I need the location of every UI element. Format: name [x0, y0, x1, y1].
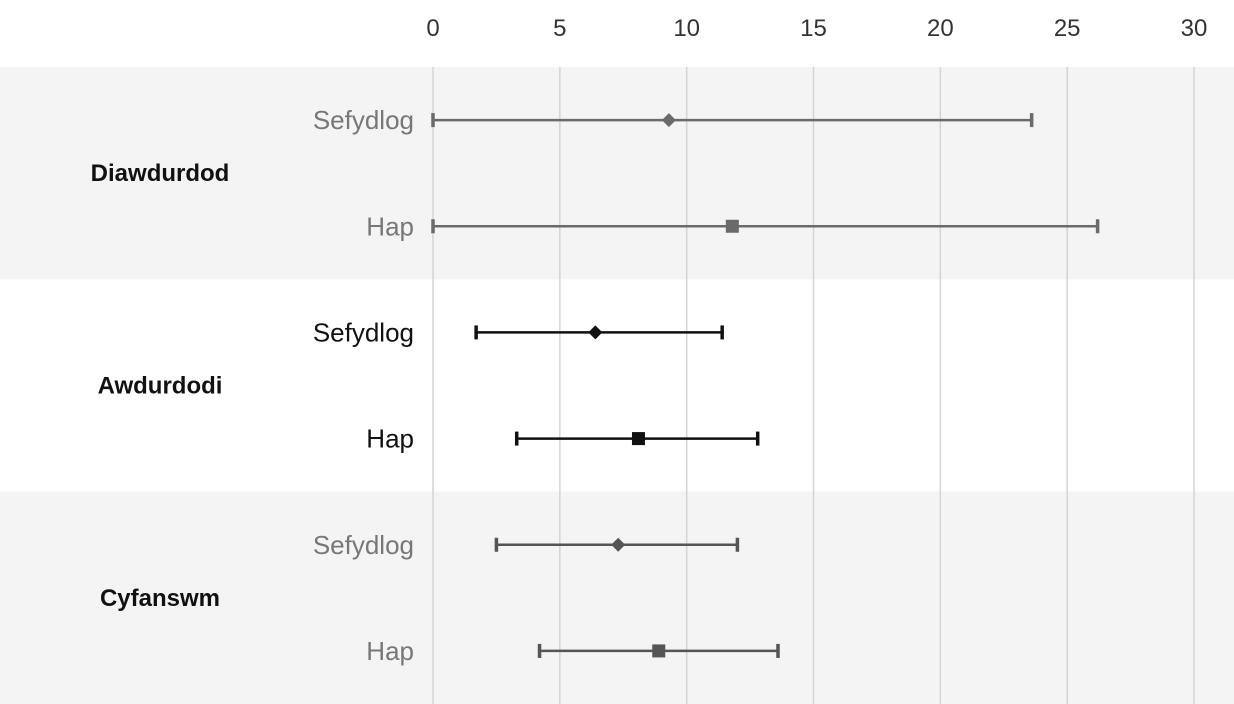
grid-lines — [432, 67, 1195, 704]
group-bands — [0, 67, 1234, 704]
interval-marks — [431, 113, 1100, 658]
x-tick-label-15: 15 — [800, 15, 827, 42]
point-estimate-diamond-3-1 — [611, 537, 626, 552]
category-label-1-1: Sefydlog — [313, 105, 414, 135]
point-estimate-square-1-2 — [725, 219, 739, 233]
x-tick-label-5: 5 — [553, 15, 566, 42]
point-estimate-diamond-1-1 — [661, 113, 676, 128]
x-tick-label-10: 10 — [673, 15, 700, 42]
group-label-2: Awdurdodi — [98, 373, 223, 400]
group-label-1: Diawdurdod — [91, 160, 230, 187]
category-label-2-1: Sefydlog — [313, 317, 414, 347]
point-estimate-square-2-2 — [631, 432, 645, 446]
x-tick-label-30: 30 — [1181, 15, 1208, 42]
x-tick-label-25: 25 — [1054, 15, 1081, 42]
x-tick-label-0: 0 — [426, 15, 439, 42]
x-tick-label-20: 20 — [927, 15, 954, 42]
group-band-1 — [0, 67, 1234, 280]
category-label-1-2: Hap — [366, 211, 414, 241]
point-estimate-diamond-2-1 — [588, 325, 603, 340]
point-estimate-square-3-2 — [652, 644, 666, 658]
category-labels: Sefydlog Hap Sefydlog Hap Sefydlog Hap — [313, 105, 414, 666]
group-labels: Diawdurdod Awdurdodi Cyfanswm — [91, 160, 230, 612]
group-band-3 — [0, 491, 1234, 704]
x-axis-ticks: 0 5 10 15 20 25 30 — [426, 15, 1207, 42]
category-label-3-2: Hap — [366, 636, 414, 666]
category-label-2-2: Hap — [366, 424, 414, 454]
category-label-3-1: Sefydlog — [313, 530, 414, 560]
group-label-3: Cyfanswm — [100, 585, 220, 612]
